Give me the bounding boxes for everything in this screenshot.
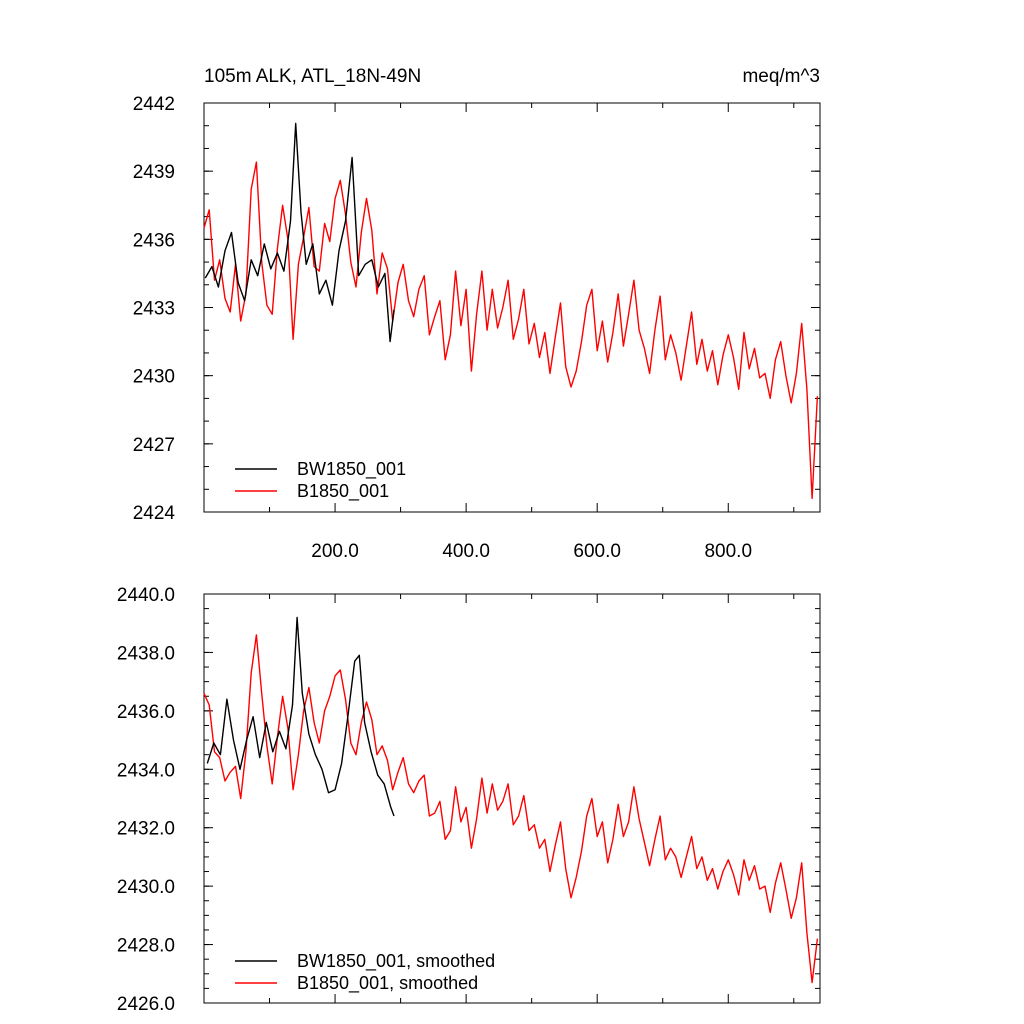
y-tick-label: 2436.0 [117,702,175,723]
top-plot-frame [203,102,821,513]
top-legend: BW1850_001 B1850_001 [235,459,406,502]
bottom-legend: BW1850_001, smoothed B1850_001, smoothed [235,951,495,994]
top-chart-title: 105m ALK, ATL_18N-49N [204,66,421,87]
y-tick-label: 2432.0 [117,819,175,840]
x-tick-label: 200.0 [311,541,359,562]
legend-label-bw1850: BW1850_001 [297,459,406,480]
y-tick-label: 2439 [133,162,175,183]
bottom-plot-frame [203,593,821,1004]
top-series-lines [203,122,819,500]
top-chart-units: meq/m^3 [742,66,820,87]
series-line-b1850-001 [203,161,819,500]
y-tick-label: 2427 [133,435,175,456]
x-tick-label: 400.0 [442,541,490,562]
bottom-axis-ticks: 2426.0 2428.0 2430.0 2432.0 2434.0 2436.0 2438… [117,585,820,1015]
y-tick-label: 2430.0 [117,877,175,898]
y-tick-label: 2433 [133,299,175,320]
y-tick-label: 2430 [133,367,175,388]
bottom-panel: 2426.0 2428.0 2430.0 2432.0 2434.0 2436.0 2438… [117,585,821,1015]
legend-label-b1850-smoothed: B1850_001, smoothed [297,973,478,994]
y-tick-label: 2436 [133,230,175,251]
x-tick-label: 800.0 [704,541,752,562]
series-line-bw1850-001 [204,122,395,343]
legend-label-b1850: B1850_001 [297,481,389,502]
y-tick-label: 2440.0 [117,585,175,606]
top-panel: 105m ALK, ATL_18N-49N meq/m^3 2424242724… [133,66,821,562]
y-tick-label: 2434.0 [117,760,175,781]
y-tick-label: 2424 [133,503,176,524]
series-line-b1850-001-smoothed [203,634,819,984]
y-tick-label: 2428.0 [117,936,175,957]
top-axis-ticks: 2424 2427 2430 2433 2436 2439 2442 200.0 400.0 60… [133,94,820,562]
series-line-bw1850-001-smoothed [206,616,395,817]
y-tick-label: 2426.0 [117,994,175,1015]
x-tick-label: 600.0 [573,541,621,562]
bottom-series-lines [203,616,819,984]
legend-label-bw1850-smoothed: BW1850_001, smoothed [297,951,495,972]
y-tick-label: 2438.0 [117,643,175,664]
y-tick-label: 2442 [133,94,175,115]
